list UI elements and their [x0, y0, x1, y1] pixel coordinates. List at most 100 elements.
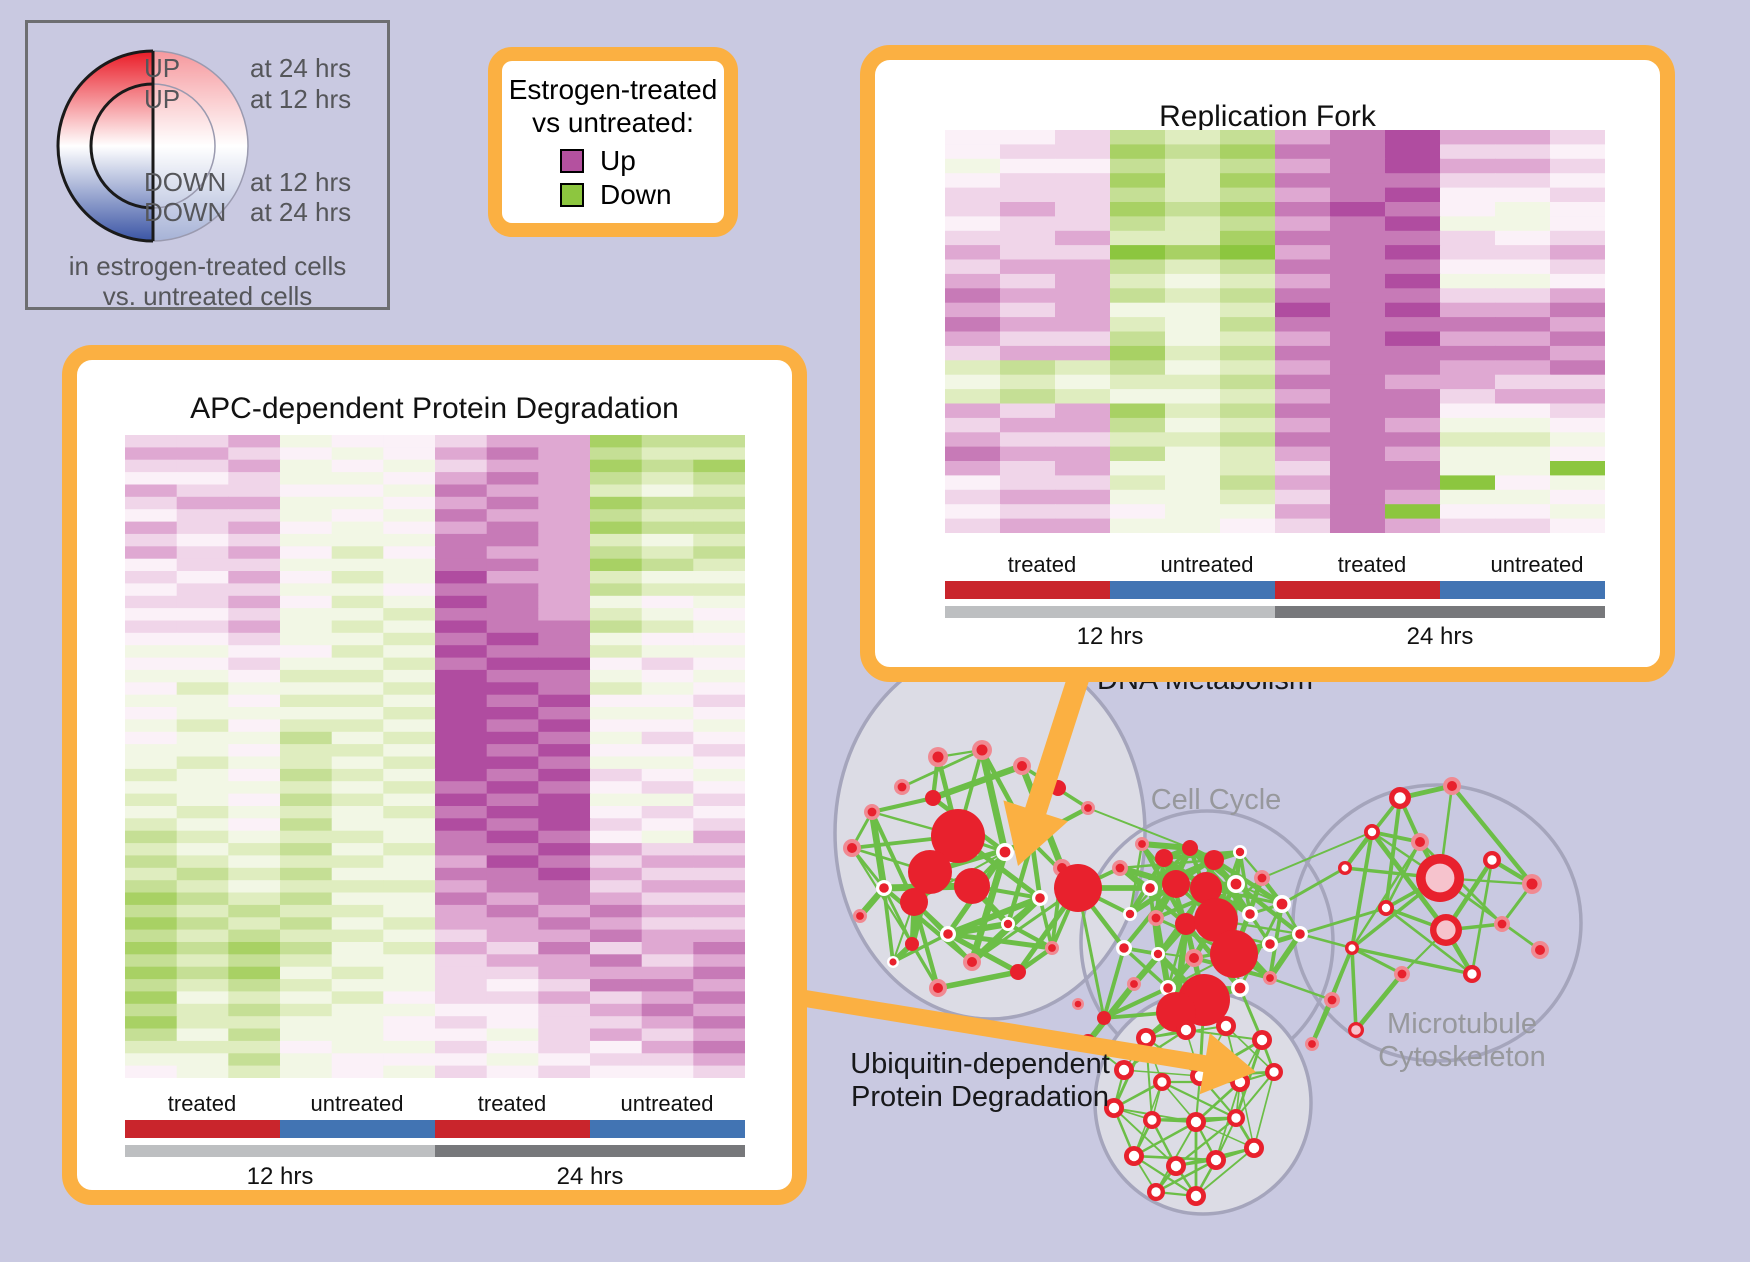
network-node: [1415, 837, 1425, 847]
heatmap-cell: [1000, 475, 1056, 491]
heatmap-cell: [693, 472, 745, 486]
heatmap-cell: [1495, 504, 1551, 520]
heatmap-cell: [538, 818, 591, 832]
network-edge: [1253, 1071, 1275, 1149]
replication-fork-panel: Replication Fork treated untreated treat…: [860, 45, 1675, 682]
heatmap-cell: [1495, 144, 1551, 160]
heatmap-cell: [1440, 331, 1496, 347]
rf-treated-bar-12: [945, 581, 1110, 599]
heatmap-cell: [486, 867, 539, 881]
heatmap-cell: [331, 892, 384, 906]
heatmap-cell: [176, 892, 229, 906]
heatmap-cell: [228, 806, 281, 819]
heatmap-cell: [693, 595, 745, 609]
network-edge: [851, 847, 913, 945]
network-node: [1115, 863, 1125, 873]
heatmap-cell: [331, 843, 384, 857]
heatmap-cell: [176, 793, 229, 807]
heatmap-cell: [486, 768, 539, 782]
heatmap-cell: [590, 1053, 643, 1067]
heatmap-cell: [538, 620, 591, 634]
heatmap-cell: [125, 657, 178, 671]
heatmap-cell: [1165, 288, 1221, 304]
heatmap-cell: [1385, 187, 1441, 203]
heatmap-cell: [176, 484, 229, 498]
heatmap-cell: [693, 632, 745, 646]
network-node: [847, 843, 857, 853]
heatmap-cell: [435, 595, 488, 609]
apc-group-label-4: untreated: [620, 1091, 714, 1116]
heatmap-cell: [590, 768, 643, 782]
heatmap-cell: [486, 1065, 539, 1078]
heatmap-cell: [331, 880, 384, 894]
heatmap-cell: [1330, 403, 1386, 419]
heatmap-cell: [125, 620, 178, 634]
heatmap-cell: [280, 447, 333, 461]
heatmap-cell: [693, 459, 745, 473]
rf-group-label-4: untreated: [1490, 552, 1584, 577]
heatmap-cell: [383, 768, 436, 782]
heatmap-cell: [1440, 489, 1496, 505]
heatmap-cell: [383, 892, 436, 906]
heatmap-cell: [1000, 461, 1056, 476]
heatmap-cell: [125, 855, 178, 869]
heatmap-cell: [1110, 345, 1166, 361]
heatmap-cell: [945, 187, 1001, 203]
heatmap-cell: [331, 1016, 384, 1030]
heatmap-cell: [383, 595, 436, 609]
network-edge: [871, 796, 934, 814]
network-edge: [1161, 1081, 1237, 1119]
heatmap-cell: [1550, 360, 1605, 376]
heatmap-cell: [228, 521, 281, 535]
heatmap-cell: [176, 917, 229, 931]
heatmap-cell: [280, 694, 333, 708]
heatmap-cell: [176, 694, 229, 708]
heatmap-cell: [280, 472, 333, 486]
heatmap-cell: [125, 843, 178, 857]
heatmap-cell: [1550, 158, 1605, 174]
heatmap-cell: [1275, 187, 1331, 203]
heatmap-cell: [331, 459, 384, 473]
heatmap-cell: [1550, 461, 1605, 476]
heatmap-cell: [538, 768, 591, 782]
heatmap-cell: [1165, 216, 1221, 232]
heatmap-cell: [331, 793, 384, 807]
apc-12hr-bar: [125, 1145, 435, 1157]
network-node: [999, 846, 1011, 858]
heatmap-cell: [125, 880, 178, 894]
heatmap-cell: [331, 991, 384, 1005]
heatmap-cell: [486, 645, 539, 659]
heatmap-cell: [1440, 230, 1496, 246]
heatmap-cell: [693, 818, 745, 832]
heatmap-cell: [228, 669, 281, 683]
heatmap-cell: [693, 719, 745, 733]
heatmap-cell: [1000, 245, 1056, 261]
heatmap-cell: [1110, 374, 1166, 390]
heatmap-cell: [125, 558, 178, 572]
heatmap-cell: [228, 929, 281, 943]
heatmap-cell: [1055, 216, 1111, 232]
heatmap-cell: [1550, 144, 1605, 160]
heatmap-cell: [1110, 288, 1166, 304]
network-node: [1487, 855, 1497, 865]
heatmap-cell: [1330, 374, 1386, 390]
heatmap-cell: [280, 942, 333, 955]
network-node: [1130, 980, 1138, 988]
heatmap-cell: [538, 904, 591, 918]
heatmap-cell: [228, 472, 281, 486]
heatmap-cell: [280, 620, 333, 634]
heatmap-cell: [435, 991, 488, 1005]
heatmap-cell: [1440, 518, 1496, 533]
heatmap-cell: [1330, 158, 1386, 174]
heatmap-cell: [486, 979, 539, 993]
heatmap-cell: [590, 731, 643, 745]
network-edge: [1103, 986, 1169, 1020]
heatmap-cell: [1440, 202, 1496, 217]
network-edge: [882, 887, 895, 963]
heatmap-cell: [693, 806, 745, 819]
heatmap-cell: [1495, 331, 1551, 347]
heatmap-cell: [538, 719, 591, 733]
heatmap-cell: [1055, 273, 1111, 289]
heatmap-cell: [435, 781, 488, 795]
heatmap-cell: [125, 509, 178, 523]
